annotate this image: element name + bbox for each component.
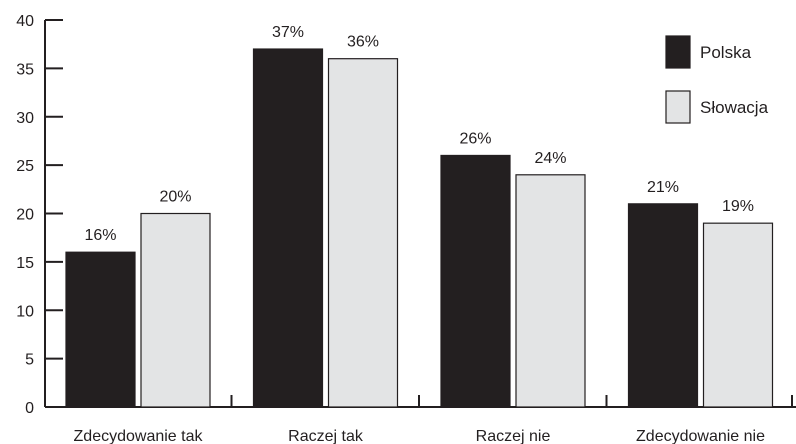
y-tick-label: 5 xyxy=(25,352,34,369)
legend-label: Słowacja xyxy=(700,98,769,117)
legend: Polska Słowacja xyxy=(665,35,769,124)
bar-słowacja xyxy=(327,58,399,408)
y-tick-label: 35 xyxy=(16,61,34,78)
legend-swatch-polska xyxy=(665,35,691,69)
x-category-label: Zdecydowanie nie xyxy=(636,428,765,444)
y-tick-label: 0 xyxy=(25,400,34,417)
bar-value-label: 16% xyxy=(84,227,116,244)
legend-swatch-słowacja xyxy=(665,90,691,124)
bar-słowacja xyxy=(515,174,586,408)
y-tick-label: 10 xyxy=(16,303,34,320)
y-tick-label: 15 xyxy=(16,255,34,272)
bar-polska xyxy=(440,154,511,408)
bar-słowacja xyxy=(140,212,211,408)
x-category-label: Raczej nie xyxy=(476,428,551,444)
bar-value-label: 24% xyxy=(534,150,566,167)
bar-value-label: 26% xyxy=(459,130,491,147)
bar-polska xyxy=(252,48,324,408)
bar-value-label: 36% xyxy=(347,34,379,51)
bar-value-label: 37% xyxy=(272,24,304,41)
bar-value-label: 21% xyxy=(647,179,679,196)
y-tick-label: 25 xyxy=(16,158,34,175)
bar-polska xyxy=(627,203,699,408)
bars: 16% 20% 37% 36% 26% 24% 21% 19% xyxy=(65,24,774,408)
legend-label: Polska xyxy=(700,43,752,62)
bar-value-label: 20% xyxy=(159,189,191,206)
bar-value-label: 19% xyxy=(722,198,754,215)
y-tick-label: 20 xyxy=(16,207,34,224)
x-category-label: Zdecydowanie tak xyxy=(74,428,204,444)
y-tick-label: 40 xyxy=(16,13,34,30)
bar-polska xyxy=(65,251,136,408)
y-tick-label: 30 xyxy=(16,110,34,127)
bar-słowacja xyxy=(702,222,774,408)
x-category-label: Raczej tak xyxy=(288,428,364,444)
